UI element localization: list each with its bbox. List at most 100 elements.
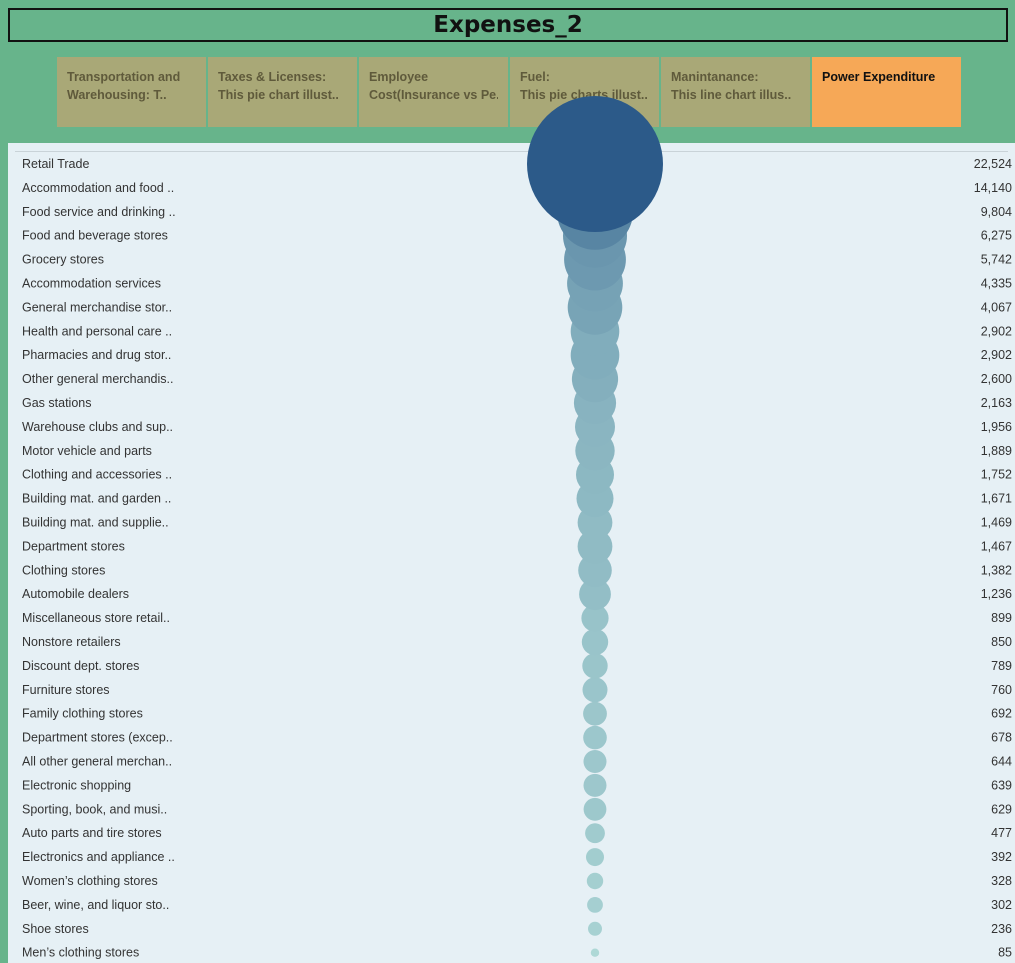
value-label: 9,804 (981, 205, 1012, 219)
tab-label-line1: Taxes & Licenses: (218, 70, 327, 84)
bubble-mark[interactable] (579, 578, 611, 611)
bubble-mark[interactable] (582, 677, 608, 703)
value-label: 2,600 (981, 372, 1012, 386)
category-label: Auto parts and tire stores (22, 826, 162, 840)
tab-employee-cost[interactable]: Employee Cost(Insurance vs Pe.. (359, 57, 508, 127)
category-label: Furniture stores (22, 683, 110, 697)
bubble-mark[interactable] (586, 872, 604, 890)
category-label: Other general merchandis.. (22, 372, 173, 386)
value-label: 4,335 (981, 277, 1012, 291)
category-label: Department stores (excep.. (22, 731, 173, 745)
category-label: Accommodation services (22, 277, 161, 291)
tab-label-line1: Employee (369, 70, 429, 84)
value-label: 302 (991, 898, 1012, 912)
tab-label-line2: Warehousing: T.. (67, 88, 167, 102)
bubble-mark[interactable] (581, 628, 609, 656)
value-label: 2,902 (981, 324, 1012, 338)
bubble-mark[interactable] (583, 701, 607, 726)
bubble-mark[interactable] (583, 750, 607, 773)
value-label: 1,889 (981, 444, 1012, 458)
category-label: Discount dept. stores (22, 659, 139, 673)
category-label: Clothing and accessories .. (22, 468, 172, 482)
value-label: 1,956 (981, 420, 1012, 434)
value-label: 1,467 (981, 539, 1012, 553)
value-label: 22,524 (974, 157, 1012, 171)
bubble-mark[interactable] (588, 921, 602, 936)
bubble-mark[interactable] (582, 653, 608, 679)
category-label: Electronic shopping (22, 778, 131, 792)
value-label: 1,236 (981, 587, 1012, 601)
tab-taxes-licenses[interactable]: Taxes & Licenses: This pie chart illust.… (208, 57, 357, 127)
value-label: 236 (991, 922, 1012, 936)
value-label: 85 (998, 946, 1012, 960)
category-label: Nonstore retailers (22, 635, 121, 649)
category-label: Health and personal care .. (22, 324, 172, 338)
category-label: Department stores (22, 539, 125, 553)
bubble-mark[interactable] (583, 773, 607, 797)
category-label: Automobile dealers (22, 587, 129, 601)
bubble-mark[interactable] (527, 96, 663, 232)
bubble-mark[interactable] (583, 725, 607, 750)
bubble-mark[interactable] (585, 823, 605, 844)
value-label: 644 (991, 755, 1012, 769)
category-label: General merchandise stor.. (22, 300, 172, 314)
category-label: Warehouse clubs and sup.. (22, 420, 173, 434)
category-label: Accommodation and food .. (22, 181, 174, 195)
category-label: Food service and drinking .. (22, 205, 176, 219)
category-label: Clothing stores (22, 563, 105, 577)
category-label: Gas stations (22, 396, 91, 410)
bubble-mark[interactable] (587, 897, 603, 913)
tab-label-line2: This pie charts illust.. (520, 88, 648, 102)
value-label: 629 (991, 802, 1012, 816)
value-label: 328 (991, 874, 1012, 888)
value-label: 1,469 (981, 516, 1012, 530)
bubble-mark[interactable] (590, 948, 600, 957)
value-label: 14,140 (974, 181, 1012, 195)
category-label: All other general merchan.. (22, 755, 172, 769)
bubble-mark[interactable] (578, 553, 612, 588)
value-label: 2,163 (981, 396, 1012, 410)
tab-transportation[interactable]: Transportation and Warehousing: T.. (57, 57, 206, 127)
value-label: 692 (991, 707, 1012, 721)
category-label: Retail Trade (22, 157, 89, 171)
category-label: Men’s clothing stores (22, 946, 139, 960)
tab-label-line2: This pie chart illust.. (218, 88, 339, 102)
category-label: Beer, wine, and liquor sto.. (22, 898, 169, 912)
tab-label-line1: Transportation and (67, 70, 181, 84)
category-label: Food and beverage stores (22, 229, 168, 243)
category-label: Family clothing stores (22, 707, 143, 721)
category-label: Sporting, book, and musi.. (22, 802, 167, 816)
value-label: 5,742 (981, 253, 1012, 267)
bubble-mark[interactable] (586, 848, 604, 867)
value-label: 678 (991, 731, 1012, 745)
category-label: Building mat. and garden .. (22, 492, 171, 506)
story-tabs: Transportation and Warehousing: T.. Taxe… (57, 57, 961, 127)
category-label: Pharmacies and drug stor.. (22, 348, 171, 362)
category-label: Miscellaneous store retail.. (22, 611, 170, 625)
value-label: 899 (991, 611, 1012, 625)
value-label: 6,275 (981, 229, 1012, 243)
value-label: 789 (991, 659, 1012, 673)
tab-label-line1: Power Expenditure (822, 70, 936, 84)
bubble-mark[interactable] (583, 797, 607, 821)
tab-power-expenditure[interactable]: Power Expenditure (812, 57, 961, 127)
bubble-mark[interactable] (581, 604, 609, 632)
value-label: 392 (991, 850, 1012, 864)
category-label: Shoe stores (22, 922, 89, 936)
category-label: Women’s clothing stores (22, 874, 158, 888)
tab-label-line2: This line chart illus.. (671, 88, 792, 102)
chart-panel (8, 143, 1015, 963)
category-label: Building mat. and supplie.. (22, 516, 169, 530)
value-label: 477 (991, 826, 1012, 840)
tab-label-line1: Fuel: (520, 70, 550, 84)
left-edge-strip (0, 143, 8, 963)
tab-maintenance[interactable]: Manintanance: This line chart illus.. (661, 57, 810, 127)
value-label: 4,067 (981, 300, 1012, 314)
tab-label-line1: Manintanance: (671, 70, 759, 84)
value-label: 760 (991, 683, 1012, 697)
bubble-mark[interactable] (577, 529, 613, 564)
bubble-marks (527, 96, 663, 957)
category-label: Electronics and appliance .. (22, 850, 175, 864)
value-label: 1,752 (981, 468, 1012, 482)
